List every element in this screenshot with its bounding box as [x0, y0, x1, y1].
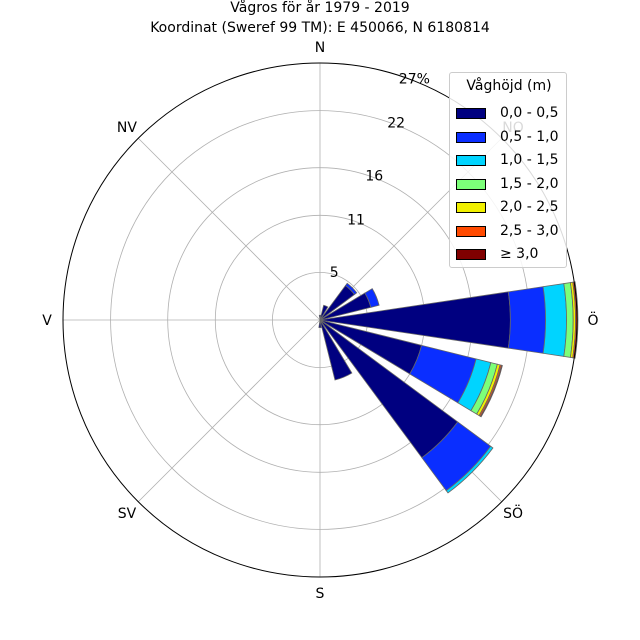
legend-swatch-4: [456, 202, 486, 213]
legend-swatch-3: [456, 178, 486, 190]
legend-label-1: 0,5 - 1,0: [500, 128, 559, 145]
bar-sector-7-bin-0: [319, 319, 353, 381]
bar-sector-3-bin-1: [364, 288, 380, 308]
outer-boundary-circle: [62, 62, 578, 578]
legend-swatch-5: [456, 225, 486, 237]
legend-label-3: 1,5 - 2,0: [500, 175, 559, 192]
legend-title: Våghöjd (m): [466, 78, 552, 94]
legend-label-2: 1,0 - 1,5: [500, 152, 559, 168]
bar-sector-2-bin-1: [344, 282, 358, 296]
direction-label-5: SV: [118, 506, 137, 522]
ring-label-2: 16: [365, 168, 383, 184]
legend-label-5: 2,5 - 3,0: [500, 222, 559, 239]
direction-label-3: SÖ: [503, 504, 523, 522]
legend: Våghöjd (m) 0,0 - 0,5 0,5 - 1,0 1,0 - 1,5 1…: [449, 72, 567, 268]
direction-label-6: V: [42, 313, 52, 329]
legend-label-0: 0,0 - 0,5: [500, 105, 559, 121]
rose-bars: [318, 281, 579, 494]
direction-label-2: Ö: [587, 311, 598, 329]
direction-label-4: S: [316, 586, 325, 602]
bar-sector-6-bin-2: [445, 445, 494, 494]
legend-swatch-2: [456, 155, 486, 166]
legend-label-4: 2,0 - 2,5: [500, 199, 559, 215]
bar-sector-8-bin-0: [318, 319, 322, 329]
bar-sector-1-bin-0: [319, 304, 329, 321]
legend-swatch-1: [456, 131, 486, 143]
grid-spoke-5: [137, 319, 321, 503]
bar-sector-4-bin-1: [507, 286, 546, 354]
grid-spoke-7: [137, 137, 321, 321]
legend-label-6: ≥ 3,0: [500, 246, 539, 262]
chart-title: Vågros för år 1979 - 2019: [230, 0, 410, 16]
ring-label-1: 11: [347, 212, 365, 228]
bar-sector-0-bin-0: [318, 314, 322, 321]
legend-swatch-6: [456, 249, 486, 260]
ring-label-0: 5: [330, 265, 339, 281]
legend-swatch-0: [456, 108, 486, 119]
chart-subtitle: Koordinat (Sweref 99 TM): E 450066, N 61…: [150, 20, 490, 36]
ring-label-4: 27%: [399, 72, 430, 88]
direction-label-7: NV: [117, 120, 137, 136]
bar-sector-4-bin-0: [319, 291, 511, 349]
bar-sector-5-bin-6: [479, 364, 503, 418]
bar-sector-4-bin-2: [542, 283, 567, 357]
direction-label-0: N: [315, 40, 325, 56]
ring-label-3: 22: [387, 116, 405, 132]
